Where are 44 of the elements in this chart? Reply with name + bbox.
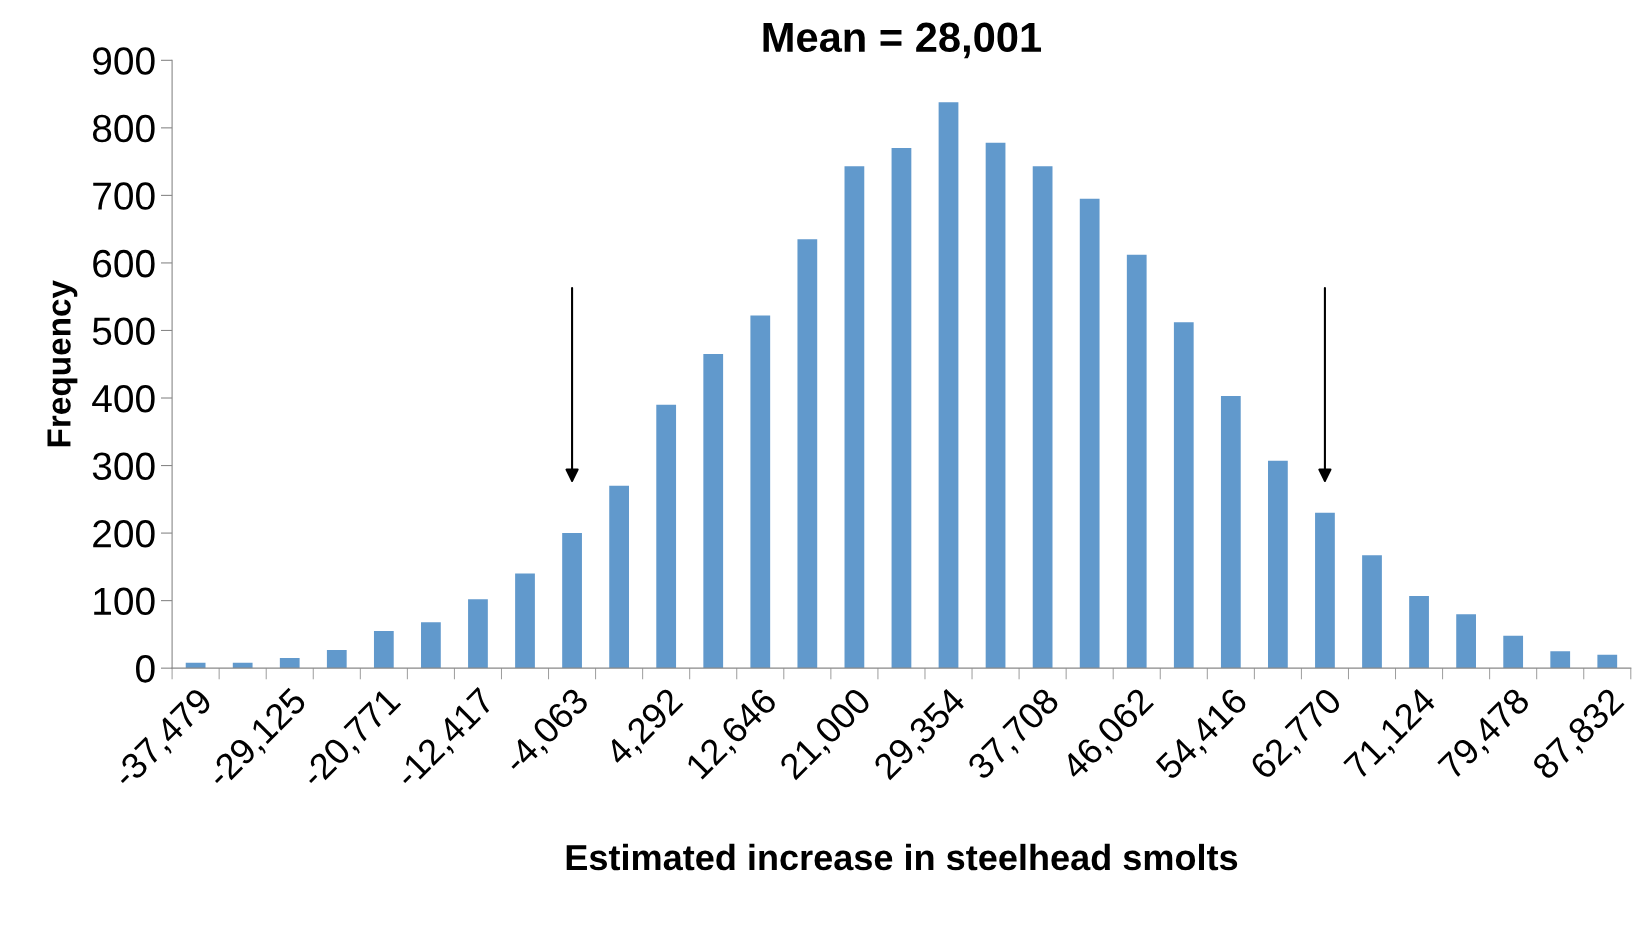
- bar: [1597, 654, 1618, 669]
- bar: [279, 658, 300, 669]
- y-tick-label: 900: [93, 47, 155, 75]
- bar: [515, 573, 535, 669]
- y-tick-label: 300: [92, 452, 155, 481]
- bar: [1268, 460, 1288, 669]
- bar: [1503, 635, 1524, 669]
- bar: [703, 354, 724, 669]
- bar: [185, 662, 206, 669]
- bar: [1409, 595, 1429, 669]
- bar: [1079, 198, 1100, 669]
- bar: [1032, 166, 1053, 669]
- y-tick-label: 700: [93, 182, 155, 210]
- bar: [1456, 614, 1476, 669]
- y-tick-label: 200: [93, 520, 155, 548]
- bar: [1315, 512, 1335, 669]
- bar: [938, 102, 959, 669]
- bar: [373, 631, 394, 669]
- y-tick-label: 800: [92, 114, 155, 143]
- y-axis-title: Frequency: [47, 280, 78, 447]
- bar: [1173, 322, 1194, 669]
- bar: [1126, 254, 1147, 669]
- bar: [1220, 395, 1241, 669]
- bar: [421, 622, 441, 669]
- y-tick-label: 100: [94, 587, 155, 616]
- bar: [656, 404, 677, 669]
- bar: [1362, 555, 1382, 669]
- bar: [844, 166, 865, 669]
- bar: [750, 315, 771, 669]
- bar: [1550, 651, 1571, 669]
- bar: [562, 533, 582, 669]
- y-tick-label: 500: [92, 317, 155, 345]
- bar: [609, 485, 629, 669]
- bar: [326, 649, 347, 669]
- bar: [232, 662, 253, 669]
- y-tick-label: 600: [93, 249, 155, 278]
- chart-title: Mean = 28,001: [763, 22, 1042, 59]
- bar: [797, 239, 818, 669]
- bar: [985, 142, 1006, 669]
- bar: [891, 148, 912, 669]
- bar: [468, 599, 488, 669]
- y-tick-label: 400: [92, 384, 155, 413]
- x-axis-title: Estimated increase in steelhead smolts: [566, 843, 1238, 871]
- y-tick-label: 0: [136, 655, 155, 683]
